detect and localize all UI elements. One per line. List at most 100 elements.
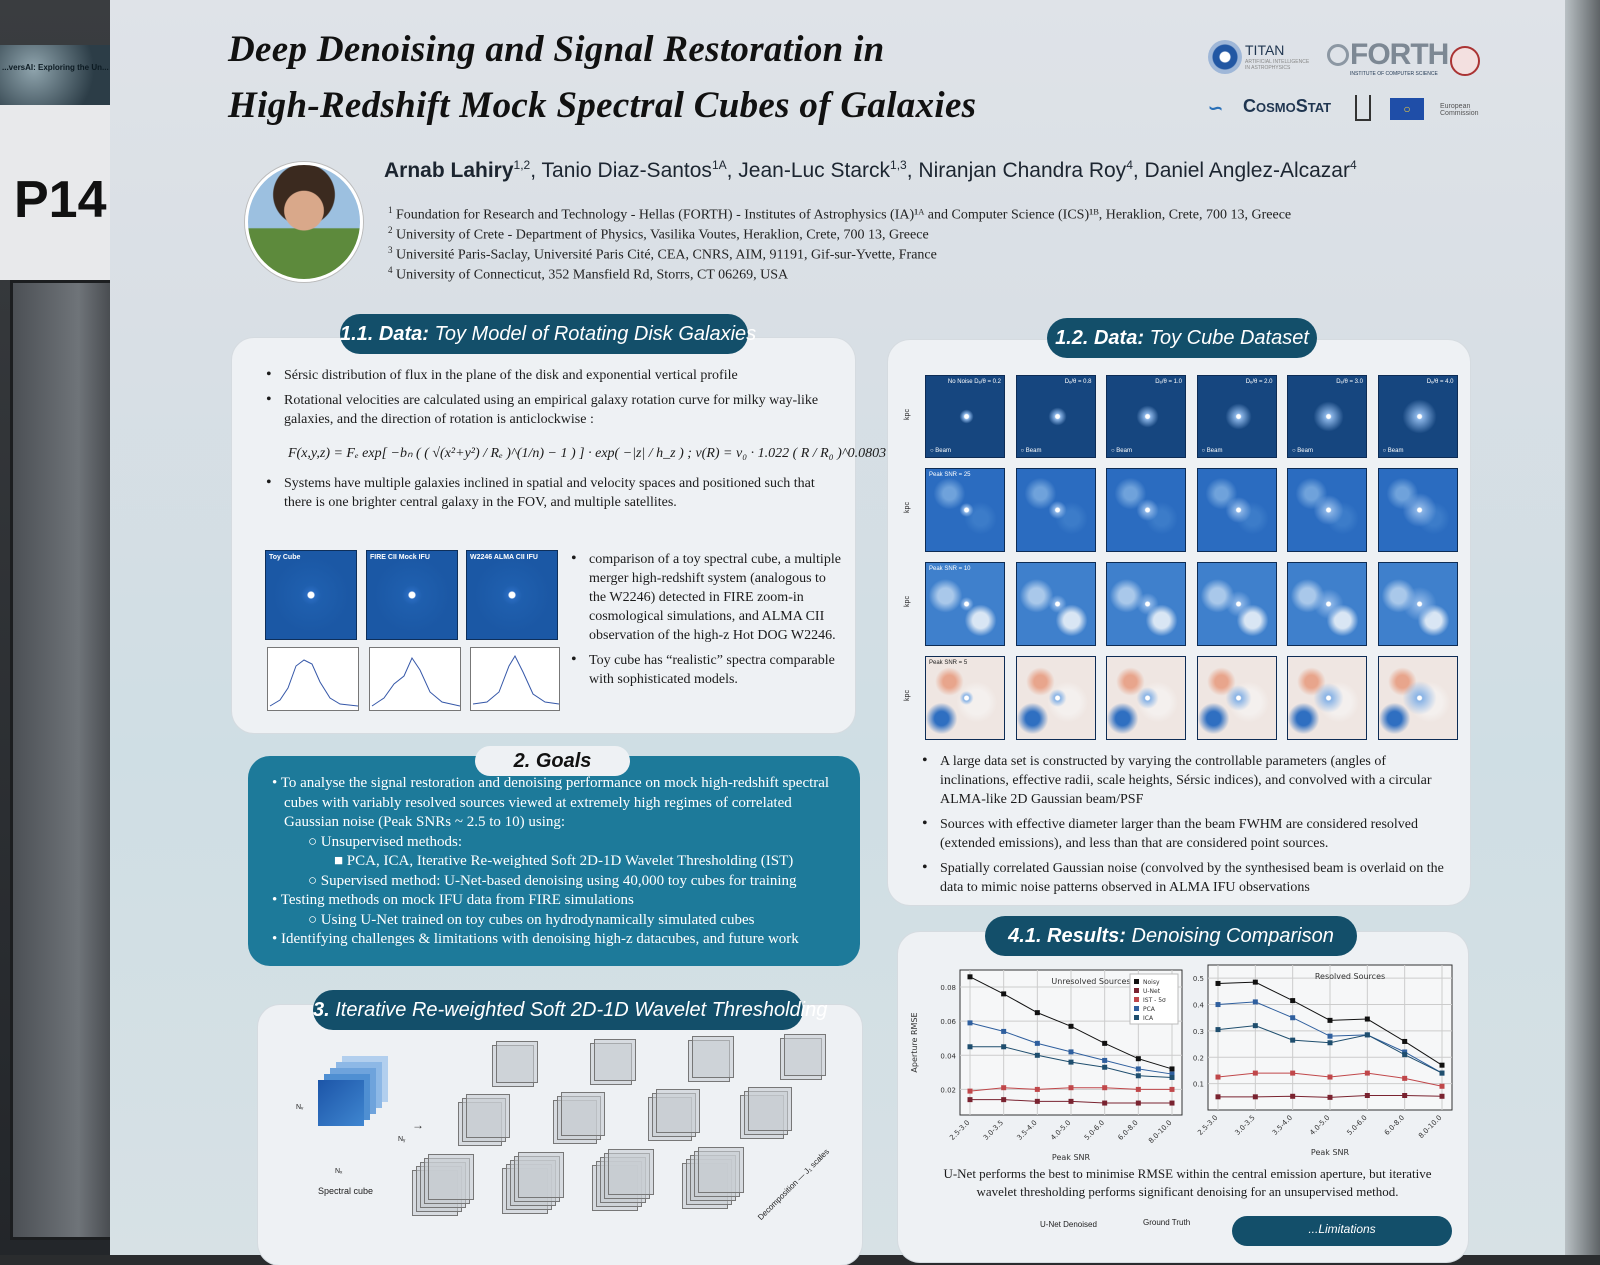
- author-affil: 4: [1126, 158, 1133, 172]
- axis-label: kpc: [903, 690, 911, 701]
- toy-cube-panel: [1196, 562, 1277, 646]
- eu-flag-icon: ○: [1390, 98, 1424, 120]
- beam-label: ○ Beam: [930, 448, 951, 454]
- beam-label: ○ Beam: [1111, 448, 1132, 454]
- column-label: Dₑ/θ = 4.0: [1426, 379, 1454, 385]
- goals-box: • To analyse the signal restoration and …: [248, 756, 860, 966]
- institution-figure-icon: [1355, 95, 1371, 121]
- toy-cube-panel: [1106, 562, 1186, 646]
- author-affil: 1,3: [890, 158, 907, 172]
- next-section-header: ...Limitations: [1232, 1216, 1452, 1246]
- data-point: [1215, 1002, 1221, 1008]
- wavelet-scale-square: [692, 1036, 734, 1078]
- toy-cube-panel: [1287, 468, 1367, 552]
- data-point: [1215, 980, 1221, 986]
- glass-door: [10, 280, 125, 1240]
- section-3-header: 3. Iterative Re-weighted Soft 2D-1D Wave…: [313, 990, 827, 1030]
- data-point: [1252, 1094, 1258, 1100]
- y-axis-label: Aperture RMSE: [910, 1012, 919, 1072]
- data-point: [1135, 1086, 1141, 1092]
- data-point: [1001, 1044, 1007, 1050]
- bullet: Systems have multiple galaxies inclined …: [262, 473, 842, 512]
- data-point: [967, 974, 973, 980]
- data-point: [1327, 1017, 1333, 1023]
- legend-marker: [1134, 1015, 1139, 1020]
- data-point: [1252, 1070, 1258, 1076]
- data-point: [1169, 1100, 1175, 1106]
- axis-label: Nᵥ: [296, 1104, 304, 1111]
- goal-item: ○ Using U-Net trained on toy cubes on hy…: [308, 911, 755, 928]
- goal-item: • To analyse the signal restoration and …: [272, 775, 830, 830]
- data-point: [1215, 1027, 1221, 1033]
- goal-item: ■ PCA, ICA, Iterative Re-weighted Soft 2…: [334, 853, 794, 869]
- data-point: [1001, 1085, 1007, 1091]
- equation: F(x,y,z) = Fₑ exp[ −bₙ ( ( √(x²+y²) / Rₑ…: [288, 446, 887, 461]
- arrow-icon: →: [412, 1118, 424, 1132]
- data-point: [1169, 1066, 1175, 1072]
- y-tick-label: 0.3: [1193, 1028, 1204, 1036]
- beam-label: ○ Beam: [1382, 448, 1404, 454]
- bullet: Sérsic distribution of flux in the plane…: [262, 365, 842, 385]
- toy-cube-panel: [1377, 656, 1458, 740]
- data-point: [1402, 1052, 1408, 1058]
- x-tick-label: 8.0-10.0: [1147, 1119, 1173, 1145]
- data-point: [1364, 1016, 1370, 1022]
- x-tick-label: 6.0-8.0: [1383, 1114, 1406, 1137]
- x-tick-label: 5.0-6.0: [1083, 1119, 1106, 1142]
- toy-cube-panel: [1106, 468, 1186, 552]
- toy-cube-panel: Peak SNR = 5: [925, 656, 1005, 740]
- x-tick-label: 2.5-3.0: [1196, 1114, 1219, 1137]
- toy-cube-panel: No Noise Dₑ/θ = 0.2 ○ Beam: [925, 375, 1005, 458]
- toy-cube-panel: [1196, 468, 1277, 552]
- data-point: [967, 1088, 973, 1094]
- author-name: Tanio Diaz-Santos: [541, 159, 712, 182]
- poster-title-line1: Deep Denoising and Signal Restoration in: [228, 29, 885, 70]
- forth-logo: FORTH: [1350, 38, 1449, 71]
- data-point: [967, 1020, 973, 1026]
- resolved-sources-chart: 0.1 0.2 0.3 0.4 0.5 2.5-3.0 3.0-3.5 3.5-4.0 4.0-…: [1193, 964, 1453, 1157]
- affiliation: 1 Foundation for Research and Technology…: [388, 205, 1292, 223]
- data-point: [1169, 1086, 1175, 1092]
- data-point: [1252, 999, 1258, 1005]
- data-point: [1402, 1075, 1408, 1081]
- results-caption: U-Net performs the best to minimise RMSE…: [943, 1166, 1432, 1199]
- bullet: comparison of a toy spectral cube, a mul…: [567, 549, 842, 645]
- data-point: [1135, 1066, 1141, 1072]
- goals-header: 2. Goals: [475, 746, 630, 776]
- data-point: [1034, 1052, 1040, 1058]
- y-tick-label: 0.02: [940, 1086, 956, 1094]
- chart-title: Unresolved Sources: [1051, 977, 1130, 986]
- data-point: [1102, 1085, 1108, 1091]
- axis-label: Nₓ: [335, 1168, 343, 1175]
- x-tick-label: 3.0-3.5: [1234, 1114, 1257, 1137]
- goal-item: ○ Unsupervised methods:: [308, 833, 463, 850]
- section-1-1-comparison: comparison of a toy spectral cube, a mul…: [567, 549, 842, 695]
- legend-entry: IST - 5σ: [1143, 997, 1166, 1004]
- data-point: [1034, 1098, 1040, 1104]
- wavelet-scale-square: [784, 1034, 826, 1076]
- data-point: [1135, 1100, 1141, 1106]
- toy-cube-panel: [1196, 656, 1277, 740]
- section-1-1-header: 1.1. Data: Toy Model of Rotating Disk Ga…: [340, 314, 756, 354]
- toy-cube-panel: Dₑ/θ = 0.8 ○ Beam: [1015, 375, 1096, 458]
- author-affil: 4: [1349, 158, 1357, 172]
- x-tick-label: 3.0-3.5: [982, 1119, 1005, 1142]
- data-point: [967, 1097, 973, 1103]
- x-tick-label: 6.0-8.0: [1117, 1119, 1140, 1142]
- poster-board-edge: [1565, 0, 1600, 1255]
- author-affil: 1,2: [513, 158, 531, 172]
- wavelet-scale-square: [561, 1092, 605, 1136]
- data-point: [1402, 1049, 1408, 1055]
- data-point: [1068, 1049, 1074, 1055]
- x-tick-label: 5.0-6.0: [1346, 1114, 1369, 1137]
- data-point: [967, 1044, 973, 1050]
- data-point: [1034, 1086, 1040, 1092]
- toy-cube-panel: [1015, 656, 1096, 740]
- data-point: [1439, 1083, 1445, 1089]
- toy-cube-panel: [1106, 656, 1186, 740]
- bullet: Spatially correlated Gaussian noise (con…: [918, 858, 1448, 897]
- titan-logo-icon: [1208, 40, 1242, 74]
- data-point: [1034, 1010, 1040, 1016]
- row-label: Peak SNR = 25: [929, 472, 971, 478]
- data-point: [1001, 1097, 1007, 1103]
